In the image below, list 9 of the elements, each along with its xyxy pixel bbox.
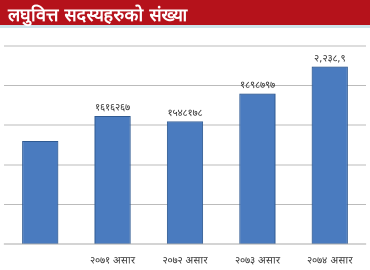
data-label: १८९८७९७ <box>240 80 275 92</box>
x-tick-label: २०७२ असार <box>162 256 209 267</box>
data-label: १५४८१७८ <box>168 108 202 119</box>
x-tick-label: २०७३ असार <box>234 256 281 267</box>
data-label: २,२३८,९ <box>314 53 346 64</box>
x-tick-label: २०७१ असार <box>90 256 136 267</box>
chart-title: लघुवित्त सदस्यहरुको संख्या <box>0 0 370 28</box>
data-label: १६१६२६७ <box>95 102 130 114</box>
x-tick-label: २०७४ असार <box>307 256 354 267</box>
